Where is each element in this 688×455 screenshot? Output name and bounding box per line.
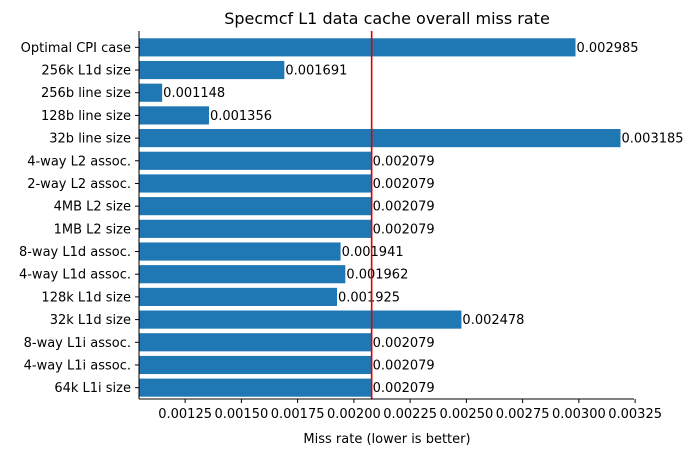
data-label: 0.002079 — [373, 381, 435, 396]
y-tick-label: 128k L1d size — [41, 290, 131, 305]
data-label: 0.002985 — [577, 41, 639, 56]
bar — [139, 378, 372, 397]
x-axis-label: Miss rate (lower is better) — [303, 432, 470, 447]
x-tick-label: 0.00225 — [383, 407, 437, 422]
y-tick-label: 256k L1d size — [41, 64, 131, 79]
bar — [139, 197, 372, 216]
x-tick-group: 0.00125 0.00150 0.00175 0.00200 0.00225 0.002… — [158, 399, 662, 422]
data-label: 0.002079 — [373, 177, 435, 192]
y-tick-label: 256b line size — [41, 86, 131, 101]
data-label: 0.003185 — [622, 132, 684, 147]
y-tick-label: 32b line size — [49, 132, 131, 147]
x-tick-label: 0.00275 — [496, 407, 550, 422]
x-tick-label: 0.00250 — [439, 407, 493, 422]
bar — [139, 355, 372, 375]
x-tick-label: 0.00325 — [608, 407, 662, 422]
bar — [139, 151, 372, 170]
data-label: 0.001356 — [210, 109, 272, 124]
data-label: 0.002079 — [373, 222, 435, 237]
y-tick-label: 64k L1i size — [54, 381, 131, 396]
bar — [139, 129, 621, 148]
y-tick-label-group: Optimal CPI case 256k L1d size 256b line s… — [19, 41, 139, 396]
bar — [139, 333, 372, 352]
y-tick-label: 4-way L1i assoc. — [24, 358, 131, 373]
bar — [139, 60, 285, 80]
x-tick-label: 0.00150 — [214, 407, 268, 422]
y-tick-label: 4MB L2 size — [54, 200, 131, 215]
data-label: 0.001148 — [163, 86, 225, 101]
bar — [139, 38, 576, 57]
bar — [139, 219, 372, 238]
data-label: 0.002079 — [373, 336, 435, 351]
y-tick-label: 1MB L2 size — [54, 222, 131, 237]
bar — [139, 174, 372, 193]
bar — [139, 106, 209, 125]
data-label: 0.002079 — [373, 154, 435, 169]
y-tick-label: 128b line size — [41, 109, 131, 124]
y-tick-label: 8-way L1d assoc. — [19, 245, 131, 260]
y-tick-label: 4-way L1d assoc. — [19, 268, 131, 283]
data-label: 0.002079 — [373, 358, 435, 373]
x-tick-label: 0.00200 — [327, 407, 381, 422]
y-tick-label: 32k L1d size — [50, 313, 131, 328]
bar-group — [139, 38, 621, 397]
data-label: 0.001962 — [346, 268, 408, 283]
x-tick-label: 0.00175 — [271, 407, 325, 422]
bar — [139, 265, 346, 284]
chart-title: Specmcf L1 data cache overall miss rate — [224, 9, 550, 28]
data-label: 0.002079 — [373, 200, 435, 215]
y-tick-label: 4-way L2 assoc. — [27, 154, 131, 169]
data-label: 0.002478 — [462, 313, 524, 328]
x-tick-label: 0.00125 — [158, 407, 212, 422]
data-label: 0.001941 — [342, 245, 404, 260]
y-tick-label: 2-way L2 assoc. — [27, 177, 131, 192]
x-tick-label: 0.00300 — [552, 407, 606, 422]
data-label-group: 0.002985 0.001691 0.001148 0.001356 0.003185… — [163, 41, 683, 396]
data-label: 0.001925 — [338, 290, 400, 305]
data-label: 0.001691 — [285, 64, 347, 79]
y-tick-label: 8-way L1i assoc. — [24, 336, 131, 351]
bar — [139, 242, 341, 261]
bar — [139, 310, 462, 329]
bar — [139, 287, 337, 306]
y-tick-label: Optimal CPI case — [21, 41, 131, 56]
bar — [139, 83, 163, 102]
